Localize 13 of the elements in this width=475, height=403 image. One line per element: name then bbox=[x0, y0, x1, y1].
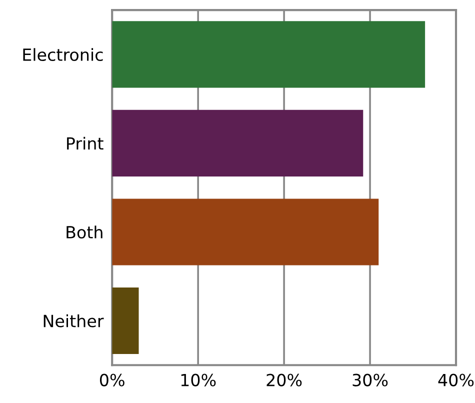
y-tick-label: Both bbox=[66, 226, 102, 239]
y-tick-label: Print bbox=[67, 136, 104, 150]
x-tick-label: 0% bbox=[100, 374, 124, 386]
bar bbox=[112, 21, 426, 88]
bar bbox=[112, 110, 364, 176]
x-tick-label: 20% bbox=[266, 374, 302, 386]
bar bbox=[112, 287, 139, 354]
x-tick-label: 40% bbox=[438, 374, 474, 386]
y-tick-label: Electronic bbox=[23, 48, 103, 62]
x-tick-label: 10% bbox=[181, 374, 216, 386]
x-tick-label: 30% bbox=[352, 374, 388, 386]
bar bbox=[112, 198, 379, 266]
y-tick-label: Neither bbox=[44, 314, 104, 328]
